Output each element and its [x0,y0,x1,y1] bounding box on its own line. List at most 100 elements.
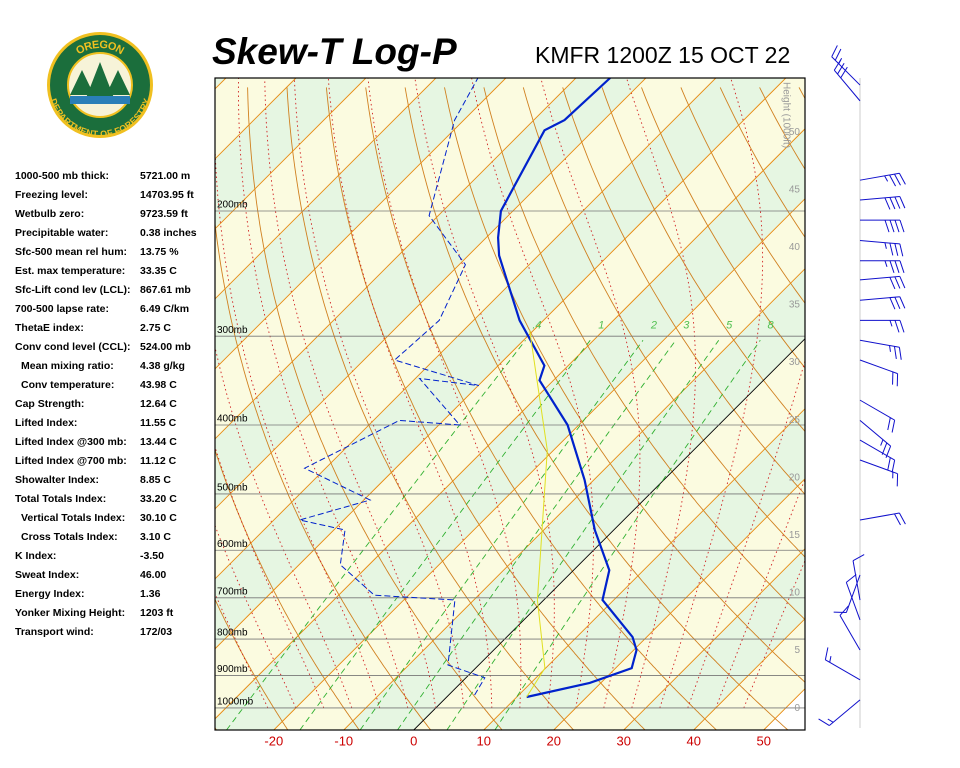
mixing-ratio-label: .4 [532,320,541,332]
moist-adiabat [715,477,805,709]
height-tick-label: 10 [789,588,801,599]
height-tick-label: 40 [789,242,801,253]
barb-full [899,276,906,289]
wind-barb [859,172,906,187]
barb-full [898,512,906,525]
pressure-label: 200mb [217,200,248,211]
barb-full [894,219,900,233]
index-value: 5721.00 m [140,170,190,182]
wind-barb [859,419,892,459]
barb-staff [859,275,900,281]
wind-barb [839,605,861,651]
wind-barb [845,574,861,621]
index-label: 1000-500 mb thick: [15,170,109,182]
index-label: Wetbulb zero: [15,208,84,220]
profile-dewpoint [299,78,486,696]
dry-adiabat [957,87,960,730]
index-value: 6.49 C/km [140,303,189,315]
index-label: Showalter Index: [15,474,99,486]
index-value: 14703.95 ft [140,189,194,201]
index-label: Vertical Totals Index: [21,512,125,524]
isotherm [553,478,805,730]
barb-staff [859,296,900,301]
dry-adiabat [522,87,805,558]
barb-staff [859,196,900,201]
barb-staff [859,172,900,181]
index-label: Energy Index: [15,588,84,600]
isotherm [215,78,437,300]
index-label: Conv cond level (CCL): [15,341,131,353]
barb-full [889,277,896,290]
barb-full [898,173,906,185]
barb-full [887,457,891,471]
index-label: Transport wind: [15,626,94,638]
moist-adiabat [626,78,696,709]
barb-full [894,173,901,186]
barb-half [880,439,884,446]
isotherm [215,78,367,230]
barb-full [881,442,888,455]
plot: .4 1 2 3 5 8 [0,78,960,730]
plot-frame [214,77,806,731]
mixing-ratio-line [494,340,761,730]
barb-half [889,345,891,352]
index-label: Lifted Index: [15,417,77,429]
moist-adiabat [237,78,409,709]
x-tick-label: -20 [264,733,283,748]
pressure-label: 900mb [217,664,248,675]
wind-barb [859,399,896,433]
wind-barb [860,319,905,333]
barb-full [894,296,901,309]
barb-full [899,196,906,209]
dry-adiabat [601,87,805,433]
barb-full [839,605,849,616]
isotherm [215,128,805,720]
index-label: Sfc-Lift cond lev (LCL): [15,284,131,296]
barb-full [837,63,845,75]
wind-barb [859,459,899,487]
barb-full [833,59,842,71]
index-value: 1.36 [140,588,161,600]
logo: OREGON DEPARTMENT OF FORESTRY [47,32,153,139]
wind-barb [833,59,861,102]
dry-adiabat [215,219,432,730]
barb-full [884,197,891,210]
barb-half [884,242,887,249]
dry-adiabat [798,87,805,100]
moist-adiabat [414,78,555,709]
index-value: 12.64 C [140,398,177,410]
x-tick-label: 40 [686,733,700,748]
mixing-ratio-line [299,340,591,730]
index-label: 700-500 lapse rate: [15,303,109,315]
wind-barbs [818,45,906,726]
mixing-ratio-label: 1 [598,320,604,332]
height-tick-label: 0 [794,703,800,714]
index-value: 524.00 mb [140,341,191,353]
barb-staff [852,560,861,601]
barb-full [889,260,895,273]
mixing-ratio-line [226,340,526,730]
barb-staff [859,419,891,447]
pressure-label: 700mb [217,586,248,597]
barb-full [846,574,857,583]
dry-adiabat [215,598,289,730]
isotherm [623,548,805,730]
wind-barb [860,219,905,233]
index-value: 11.55 C [140,417,177,429]
x-tick-label: 30 [616,733,630,748]
index-value: 0.38 inches [140,227,197,239]
height-tick-label: 50 [789,127,801,138]
wind-barb [859,339,902,360]
index-value: 43.98 C [140,379,177,391]
dry-adiabat [641,87,805,369]
mixing-ratio-label: 3 [683,320,690,332]
mixing-ratio-line [446,340,720,730]
logo-top-text: OREGON [74,39,126,58]
pressure-label: 1000mb [217,697,254,708]
wind-barb [818,699,861,726]
isotherm [483,408,805,730]
mixing-ratio-line [397,340,677,730]
index-label: Total Totals Index: [15,493,106,505]
isotherm [0,78,16,730]
indices-table: 1000-500 mb thick: 5721.00 m Freezing leve… [15,170,197,638]
